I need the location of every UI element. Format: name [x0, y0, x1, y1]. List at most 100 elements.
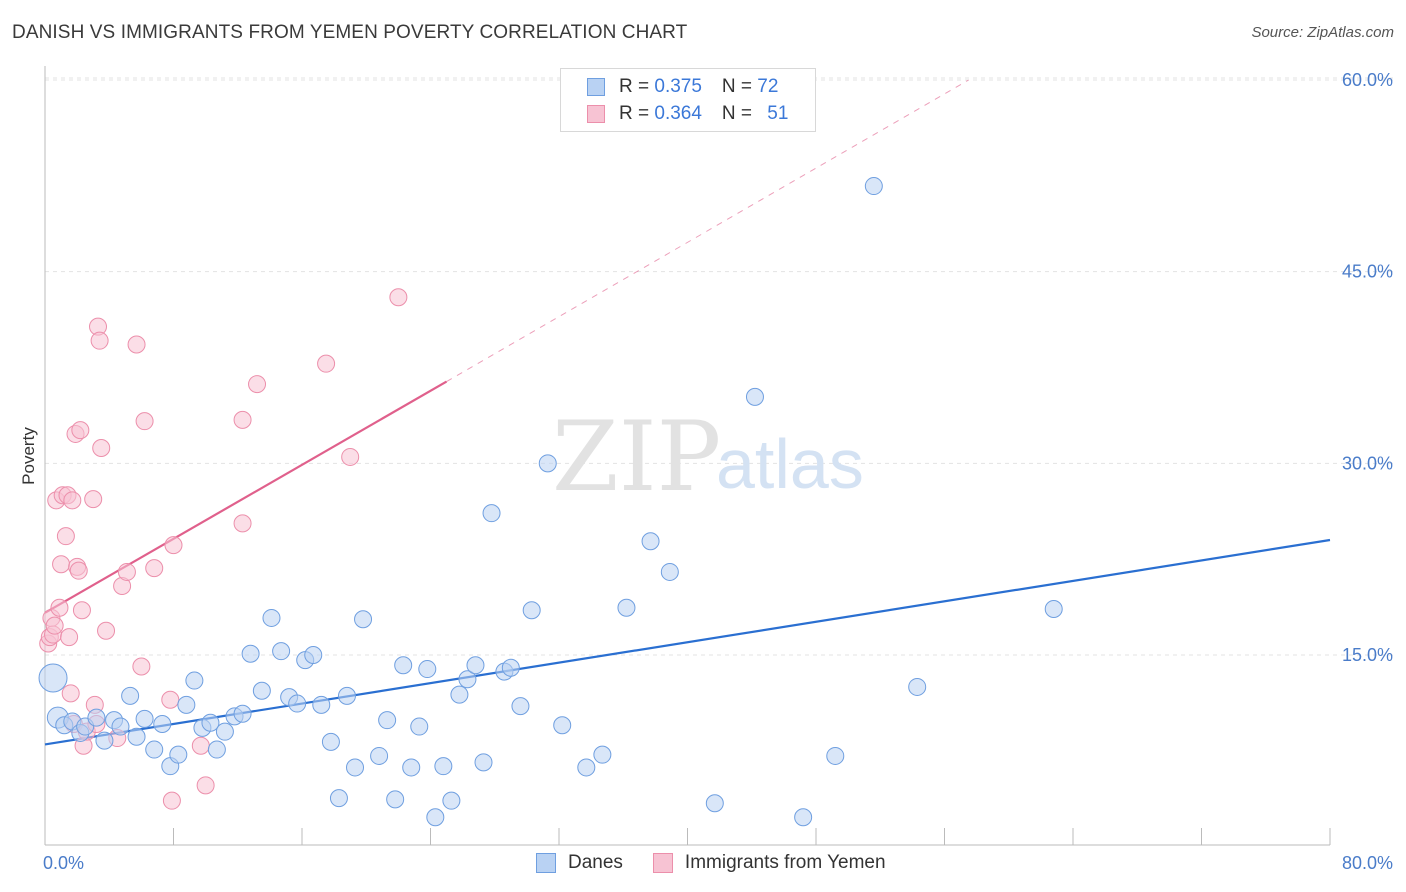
yemen-point [317, 354, 336, 373]
danes-point [577, 758, 596, 777]
danes-point [201, 713, 220, 732]
danes-point [553, 716, 572, 735]
y-axis-label: Poverty [19, 427, 38, 485]
danes-point [304, 646, 323, 664]
yemen-point [50, 598, 69, 617]
danes-point [908, 677, 927, 696]
yemen-point [71, 421, 90, 440]
legend-n-label: N = [721, 76, 758, 97]
y-tick-label: 15.0% [1342, 645, 1393, 665]
grid-lines [45, 77, 1395, 656]
danes-point [466, 656, 485, 675]
yemen-point [117, 562, 136, 581]
danes-point [794, 808, 813, 827]
yemen-point [60, 628, 79, 647]
danes-point [402, 758, 421, 777]
legend-row-yemen: R = 0.364 N = 51 [587, 102, 788, 126]
watermark-zip: ZIP [552, 401, 721, 513]
danes-point [241, 644, 260, 663]
danes-point [111, 717, 130, 736]
danes-point [312, 695, 331, 714]
legend-label-danes: Danes [568, 852, 623, 873]
danes-point [252, 681, 271, 700]
yemen-swatch [587, 105, 605, 123]
y-tick-label: 30.0% [1342, 453, 1393, 473]
chart-title: DANISH VS IMMIGRANTS FROM YEMEN POVERTY … [12, 22, 688, 43]
danes-point [442, 791, 461, 810]
danes-point [153, 715, 172, 733]
yemen-trend-line [44, 380, 448, 614]
danes-swatch [587, 78, 605, 96]
y-tick-label: 45.0% [1342, 262, 1393, 282]
danes-point [38, 663, 68, 693]
yemen-point [233, 514, 252, 533]
danes-point [329, 789, 348, 808]
danes-point [185, 671, 204, 690]
danes-trend-line [44, 538, 1331, 746]
yemen-point [135, 412, 154, 431]
danes-point [434, 757, 453, 776]
yemen-point [92, 439, 111, 457]
danes-point [593, 745, 612, 764]
danes-point [394, 656, 413, 675]
watermark: ZIP atlas [552, 401, 864, 513]
yemen-point [63, 491, 82, 510]
yemen-point [145, 559, 164, 578]
danes-point [617, 598, 636, 617]
series-danes-points [38, 177, 1063, 827]
x-tick-label: 0.0% [43, 853, 84, 873]
danes-point [127, 727, 146, 746]
danes-point [145, 740, 164, 759]
tick-labels: 15.0% 30.0% 45.0% 60.0% 0.0% 80.0% [43, 70, 1393, 873]
danes-point [482, 504, 501, 523]
series-yemen-points [39, 288, 408, 810]
yemen-point [84, 490, 103, 509]
yemen-point [45, 616, 64, 635]
danes-point [450, 685, 469, 704]
yemen-point [162, 791, 181, 810]
danes-point [354, 610, 373, 629]
danes-point [337, 686, 356, 705]
legend-row-danes: R = 0.375 N = 72 [587, 75, 778, 99]
legend-item-yemen: Immigrants from Yemen [652, 852, 886, 874]
yemen-point [389, 288, 408, 307]
legend-n-value: 51 [767, 103, 789, 124]
danes-point [121, 686, 140, 705]
danes-point [1044, 600, 1063, 618]
yemen-point [52, 555, 71, 574]
danes-point [641, 532, 660, 551]
danes-point [288, 694, 307, 713]
yemen-trend-extension [446, 79, 969, 382]
danes-point [418, 660, 437, 679]
danes-point [378, 711, 397, 730]
legend-r-value: 0.364 [654, 103, 702, 124]
danes-point [272, 642, 291, 661]
danes-point [346, 758, 365, 777]
danes-point [474, 753, 493, 772]
legend-r-label: R = [619, 76, 655, 97]
danes-point [745, 387, 764, 406]
danes-legend-swatch [536, 853, 556, 873]
danes-point [135, 709, 154, 728]
danes-point [458, 670, 477, 689]
danes-point [426, 808, 445, 827]
legend-n-label: N = [721, 103, 758, 124]
danes-point [522, 601, 541, 620]
danes-point [538, 454, 557, 473]
series-legend: Danes Immigrants from Yemen [536, 852, 916, 874]
y-tick-label: 60.0% [1342, 70, 1393, 90]
yemen-point [90, 331, 109, 350]
yemen-point [127, 335, 146, 354]
danes-point [705, 794, 724, 813]
danes-point [177, 695, 196, 714]
yemen-point [61, 684, 80, 703]
legend-label-yemen: Immigrants from Yemen [684, 852, 886, 873]
correlation-legend: R = 0.375 N = 72 R = 0.364 N = 51 [560, 68, 816, 132]
yemen-point [196, 776, 215, 795]
trend-lines [44, 79, 1331, 746]
yemen-legend-swatch [652, 853, 673, 873]
yemen-point [69, 561, 88, 580]
danes-point [826, 746, 845, 765]
danes-point [87, 708, 106, 727]
yemen-point [341, 447, 360, 466]
